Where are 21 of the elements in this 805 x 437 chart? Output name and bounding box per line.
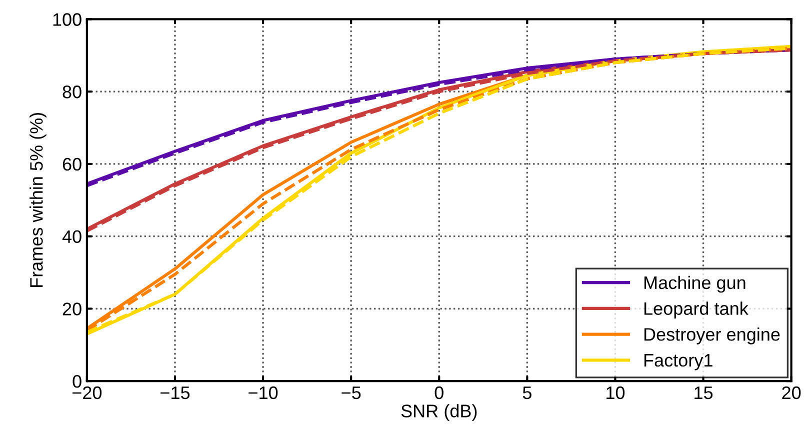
x-tick-label: −5 — [342, 386, 361, 400]
legend-label: Machine gun — [644, 276, 746, 293]
x-tick-label: −10 — [248, 386, 278, 400]
x-axis-title: SNR (dB) — [401, 404, 477, 421]
x-tick-label: −15 — [160, 386, 190, 400]
legend-label: Leopard tank — [644, 302, 748, 319]
x-tick-label: −20 — [72, 386, 102, 400]
x-tick-label: 0 — [434, 386, 444, 400]
legend-label: Destroyer engine — [644, 328, 780, 344]
x-tick-label: 10 — [606, 386, 625, 400]
y-tick-label: 40 — [62, 230, 82, 244]
y-tick-label: 80 — [62, 86, 82, 98]
y-tick-label: 0 — [72, 375, 82, 388]
y-tick-label: 20 — [62, 302, 82, 316]
y-tick-label: 100 — [53, 13, 82, 26]
x-tick-label: 20 — [782, 386, 801, 400]
y-tick-label: 60 — [62, 158, 82, 171]
y-axis-title: Frames within 5% (%) — [30, 112, 46, 287]
x-tick-label: 5 — [522, 386, 532, 400]
legend-label: Factory1 — [644, 354, 712, 370]
x-tick-label: 15 — [694, 386, 713, 400]
